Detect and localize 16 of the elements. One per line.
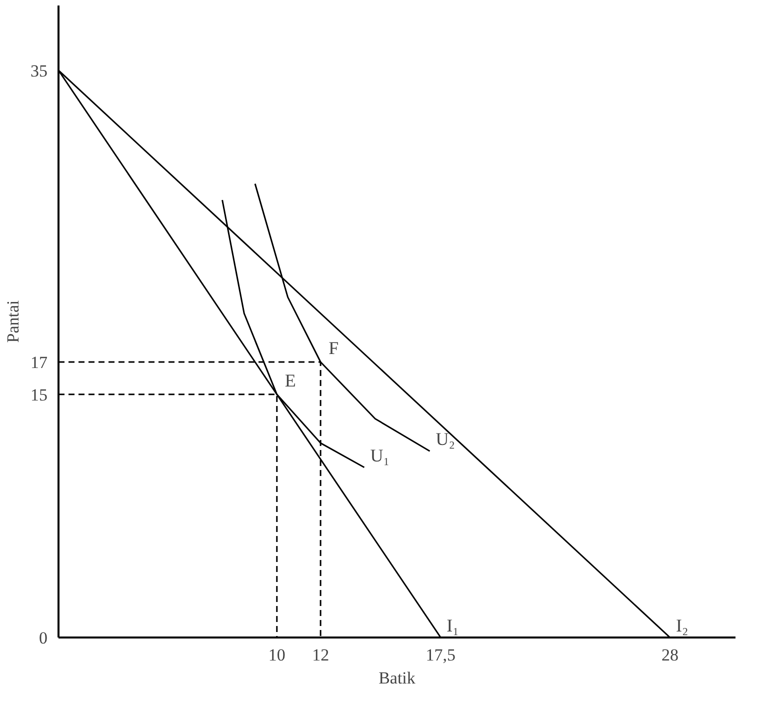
x-tick-label: 10	[268, 646, 286, 664]
y-tick-label: 15	[30, 385, 48, 404]
series-label: I₂	[676, 616, 688, 636]
series-label: U₁	[370, 445, 390, 466]
annotation: F	[328, 338, 339, 358]
y-tick-label: 35	[30, 61, 48, 80]
x-tick-label: 12	[312, 646, 330, 664]
y-tick-label: 0	[39, 628, 48, 648]
x-tick-label: 28	[661, 646, 678, 664]
annotation: E	[284, 370, 296, 390]
y-tick-label: 17	[30, 353, 48, 372]
series-label: I₁	[446, 616, 459, 636]
x-axis-title: Batik	[378, 668, 416, 688]
x-tick-label: 17,5	[426, 646, 456, 664]
series-label: U₂	[436, 429, 456, 450]
y-axis-title: Pantai	[4, 300, 22, 343]
